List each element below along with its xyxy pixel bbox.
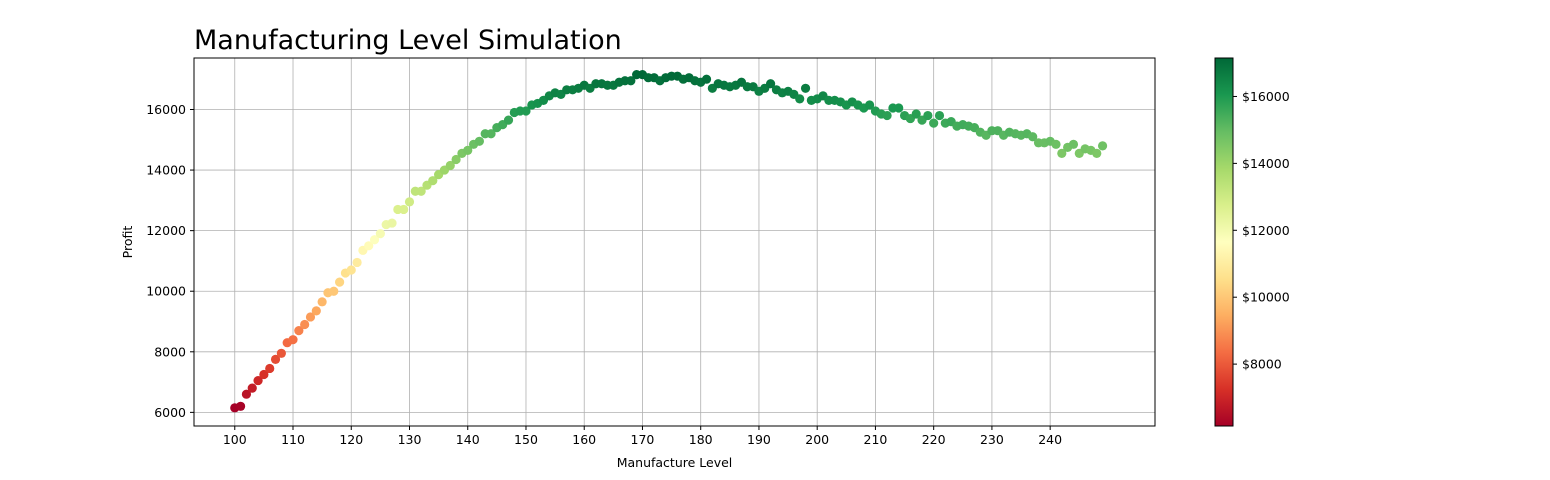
scatter-point	[911, 109, 921, 119]
scatter-point	[399, 204, 409, 215]
chart-title: Manufacturing Level Simulation	[194, 25, 622, 56]
x-tick-label: 240	[1038, 432, 1062, 447]
scatter-point	[235, 401, 246, 411]
scatter-point	[247, 383, 257, 393]
x-tick-label: 170	[631, 432, 655, 447]
scatter-point	[241, 389, 252, 399]
scatter-point	[626, 76, 636, 86]
scatter-point	[364, 241, 374, 251]
scatter-point	[929, 118, 939, 128]
scatter-point	[265, 363, 275, 374]
scatter-point	[1028, 132, 1038, 142]
scatter-points	[230, 70, 1108, 413]
scatter-point	[346, 265, 356, 275]
scatter-point	[294, 325, 304, 336]
scatter-point	[352, 257, 362, 268]
scatter-point	[934, 110, 945, 121]
scatter-point	[503, 115, 514, 125]
scatter-point	[463, 145, 473, 155]
scatter-point	[317, 297, 327, 307]
y-tick-label: 10000	[146, 284, 186, 299]
scatter-point	[1057, 148, 1067, 159]
scatter-point	[1097, 141, 1108, 151]
scatter-point	[474, 136, 484, 146]
scatter-point	[276, 348, 286, 358]
scatter-point	[387, 218, 397, 228]
colorbar-tick-label: $8000	[1242, 357, 1282, 372]
x-tick-label: 190	[747, 432, 771, 447]
scatter-point	[369, 235, 380, 245]
scatter-point	[416, 186, 426, 196]
y-axis: 6000 8000 10000 12000 14000 16000	[146, 102, 194, 420]
scatter-point	[923, 110, 933, 121]
y-tick-label: 16000	[146, 102, 186, 117]
y-tick-label: 14000	[146, 163, 186, 178]
scatter-point	[270, 354, 281, 364]
scatter-point	[1092, 148, 1102, 159]
x-tick-label: 160	[572, 432, 596, 447]
scatter-point	[894, 103, 904, 113]
x-tick-label: 120	[339, 432, 363, 447]
scatter-point	[311, 306, 321, 316]
colorbar: $8000 $10000 $12000 $14000 $16000	[1214, 57, 1290, 427]
scatter-point	[404, 197, 415, 207]
scatter-point	[375, 229, 385, 239]
scatter-point	[521, 106, 531, 116]
y-tick-label: 8000	[154, 344, 186, 359]
scatter-point	[253, 375, 263, 386]
scatter-point	[259, 369, 269, 380]
y-tick-label: 12000	[146, 223, 186, 238]
x-tick-label: 220	[922, 432, 946, 447]
scatter-point	[445, 160, 455, 171]
scatter-point	[288, 335, 298, 345]
x-tick-label: 110	[281, 432, 305, 447]
scatter-point	[701, 74, 712, 84]
scatter-point	[1051, 139, 1061, 149]
y-axis-label: Profit	[120, 226, 135, 259]
scatter-point	[486, 129, 496, 139]
scatter-point	[1068, 139, 1079, 149]
x-tick-label: 230	[980, 432, 1004, 447]
scatter-point	[800, 83, 811, 93]
x-tick-label: 180	[689, 432, 713, 447]
scatter-point	[329, 286, 339, 296]
x-tick-label: 150	[514, 432, 538, 447]
x-tick-label: 140	[456, 432, 480, 447]
x-tick-label: 210	[864, 432, 888, 447]
y-tick-label: 6000	[154, 405, 186, 420]
scatter-point	[882, 110, 892, 121]
colorbar-scale	[1214, 57, 1234, 427]
grid-lines	[194, 58, 1155, 426]
scatter-point	[766, 79, 776, 89]
scatter-point	[305, 312, 316, 322]
scatter-point	[865, 100, 875, 110]
x-axis: 100 110 120 130 140 150 160 170 180 190 200 210 220 2…	[223, 426, 1062, 447]
x-axis-label: Manufacture Level	[617, 455, 733, 470]
colorbar-tick-label: $14000	[1242, 156, 1290, 171]
x-tick-label: 100	[223, 432, 247, 447]
colorbar-tick-label: $16000	[1242, 89, 1290, 104]
scatter-point	[335, 277, 345, 287]
x-tick-label: 130	[398, 432, 422, 447]
scatter-point	[451, 154, 461, 165]
colorbar-tick-label: $12000	[1242, 223, 1290, 238]
scatter-point	[300, 319, 310, 330]
scatter-point	[795, 94, 805, 104]
x-tick-label: 200	[805, 432, 829, 447]
scatter-point	[428, 176, 438, 186]
plot-area-frame	[193, 57, 1156, 427]
colorbar-tick-label: $10000	[1242, 290, 1290, 305]
